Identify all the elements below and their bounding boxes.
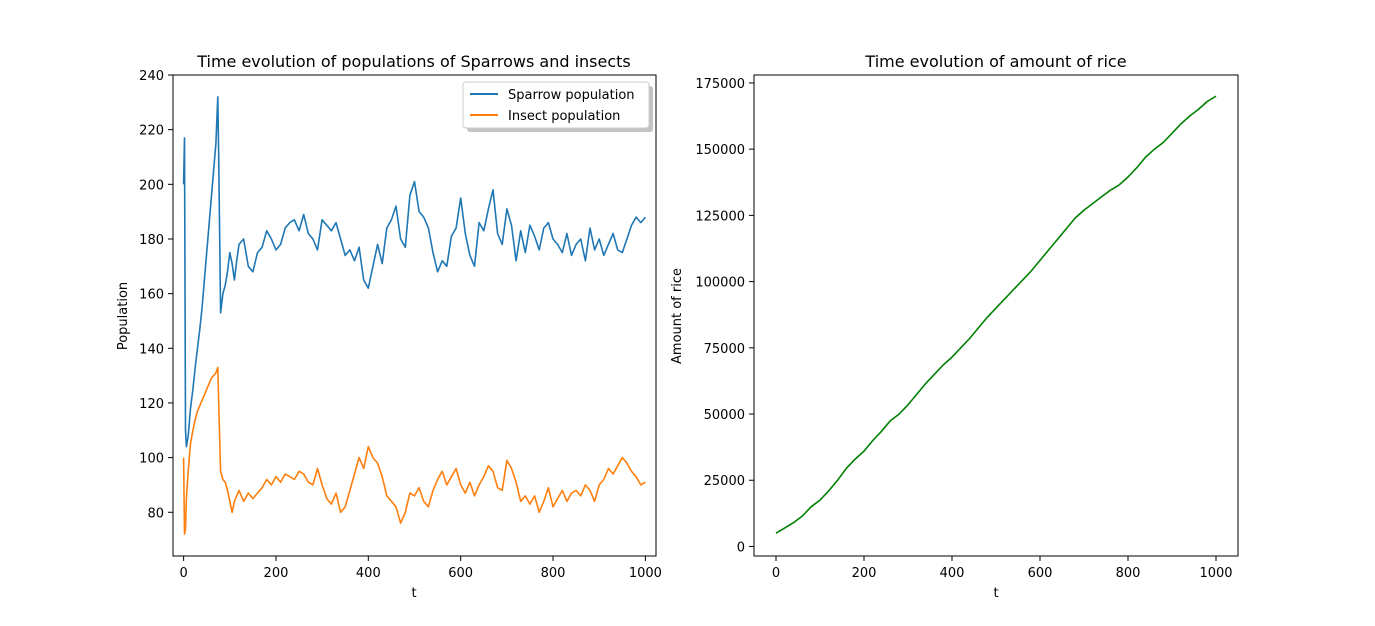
rice-x-tick-label: 200 (852, 566, 877, 581)
population-y-tick-label: 120 (139, 397, 164, 412)
rice-x-tick-label: 600 (1028, 566, 1053, 581)
population-y-tick-label: 80 (147, 506, 164, 521)
population-x-tick-label: 800 (541, 566, 566, 581)
rice-x-axis-label: t (993, 586, 998, 601)
rice-y-tick-label: 25000 (704, 474, 745, 489)
rice-y-tick-label: 125000 (695, 209, 745, 224)
rice-chart-title: Time evolution of amount of rice (864, 52, 1126, 71)
rice-y-tick-label: 100000 (695, 276, 745, 291)
population-chart-title: Time evolution of populations of Sparrow… (196, 52, 631, 71)
insect-population-line (182, 366, 646, 535)
rice-series-line (775, 95, 1217, 534)
population-legend: Sparrow population Insect population (462, 81, 653, 132)
rice-chart: Time evolution of amount of rice 0 200 400… (670, 52, 1239, 601)
rice-x-tick-label: 1000 (1199, 566, 1232, 581)
population-x-axis-label: t (411, 586, 416, 601)
rice-y-tick-label: 50000 (704, 408, 745, 423)
rice-x-tick-label: 0 (772, 566, 780, 581)
population-y-axis-label: Population (116, 282, 131, 350)
population-chart: Time evolution of populations of Sparrow… (116, 52, 662, 601)
rice-y-tick-label: 150000 (695, 143, 745, 158)
population-y-tick-label: 220 (139, 124, 164, 139)
population-y-tick-label: 160 (139, 288, 164, 303)
population-y-tick-label: 100 (139, 452, 164, 467)
population-x-tick-label: 1000 (629, 566, 662, 581)
rice-plot-frame (753, 74, 1239, 557)
rice-y-tick-label: 75000 (704, 342, 745, 357)
rice-x-tick-label: 400 (940, 566, 965, 581)
rice-y-tick-label: 0 (737, 540, 745, 555)
rice-y-axis-label: Amount of rice (670, 268, 685, 364)
population-x-tick-label: 400 (356, 566, 381, 581)
population-x-tick-label: 600 (448, 566, 473, 581)
rice-y-tick-label: 175000 (695, 77, 745, 92)
sparrow-population-line (182, 96, 647, 448)
population-y-tick-label: 180 (139, 233, 164, 248)
population-x-tick-label: 200 (264, 566, 289, 581)
population-y-tick-label: 200 (139, 178, 164, 193)
population-y-tick-label: 140 (139, 342, 164, 357)
population-y-tick-label: 240 (139, 69, 164, 84)
legend-label-sparrow: Sparrow population (508, 88, 635, 103)
population-plot-frame (172, 74, 657, 557)
legend-label-insect: Insect population (508, 109, 620, 124)
rice-x-tick-label: 800 (1116, 566, 1141, 581)
population-x-tick-label: 0 (179, 566, 187, 581)
